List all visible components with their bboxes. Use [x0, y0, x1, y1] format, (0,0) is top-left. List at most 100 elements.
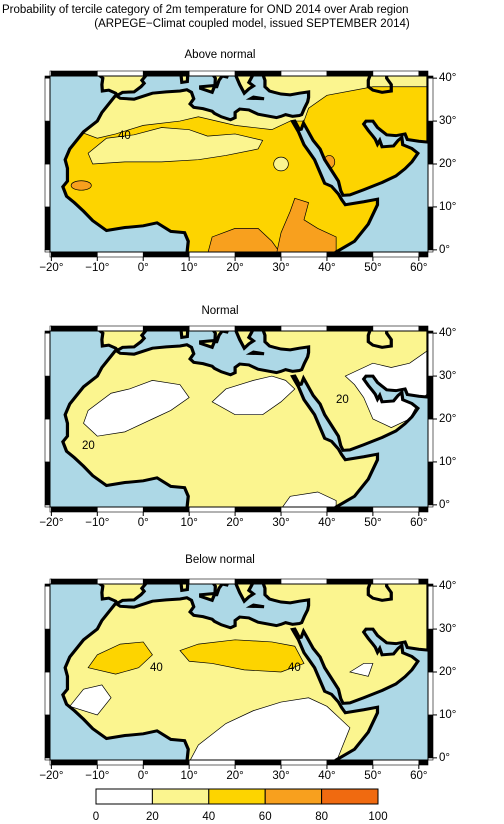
title: Probability of tercile category of 2m te… [2, 4, 409, 16]
frame-seg [427, 120, 434, 165]
frame-seg [44, 249, 51, 253]
frame-seg [234, 759, 282, 766]
frame-seg [372, 578, 420, 585]
x-tick-label: −20° [39, 517, 63, 529]
frame-seg [44, 757, 51, 761]
frame-seg [280, 70, 328, 77]
frame-seg [280, 759, 328, 766]
frame-seg [427, 75, 434, 79]
frame-seg [418, 325, 429, 332]
y-tick-label: 10° [439, 709, 456, 721]
frame-seg [97, 325, 144, 332]
frame-seg [51, 506, 98, 513]
frame-seg [142, 759, 190, 766]
frame-seg [188, 578, 236, 585]
colorbar-swatch [208, 788, 266, 805]
frame-seg [234, 506, 282, 513]
frame [49, 583, 429, 761]
y-tick-label: 0° [439, 499, 450, 511]
x-tick-label: 60° [410, 517, 427, 529]
x-tick-label: 50° [364, 262, 381, 274]
x-tick-label: 0° [138, 517, 149, 529]
frame-seg [142, 251, 190, 258]
frame [49, 330, 429, 508]
x-tick-label: 30° [272, 770, 289, 782]
y-tick-label: 40° [439, 72, 456, 84]
frame-seg [427, 504, 434, 508]
panel: Above normal 40 −20° −10° 0° 10° 20° 30° 40° 50… [39, 49, 456, 274]
frame-seg [44, 714, 51, 759]
frame-seg [44, 375, 51, 420]
frame [49, 75, 429, 253]
panel-title: Above normal [185, 49, 256, 61]
frame-seg [427, 249, 434, 253]
frame-seg [97, 70, 144, 77]
frame-seg [97, 759, 144, 766]
y-tick-label: 30° [439, 623, 456, 635]
y-tick-label: 0° [439, 244, 450, 256]
panel-title: Below normal [185, 554, 255, 566]
y-tick-label: 20° [439, 666, 456, 678]
frame-seg [51, 325, 98, 332]
frame-seg [97, 506, 144, 513]
frame-seg [44, 332, 51, 377]
y-tick-label: 20° [439, 158, 456, 170]
y-tick-label: 30° [439, 115, 456, 127]
frame-seg [44, 77, 51, 122]
frame-seg [418, 506, 429, 513]
frame-seg [326, 325, 374, 332]
frame-seg [51, 70, 98, 77]
frame-seg [427, 757, 434, 761]
frame-seg [234, 251, 282, 258]
x-tick-label: 60° [410, 770, 427, 782]
frame-seg [372, 506, 420, 513]
x-tick-label: 30° [272, 262, 289, 274]
frame-seg [142, 506, 190, 513]
frame-seg [427, 163, 434, 208]
frame-seg [97, 578, 144, 585]
frame-seg [234, 70, 282, 77]
panel-title: Normal [201, 305, 238, 317]
frame-seg [44, 585, 51, 630]
colorbar-swatch [151, 788, 210, 805]
frame-seg [326, 70, 374, 77]
x-tick-label: 50° [364, 517, 381, 529]
frame-seg [234, 578, 282, 585]
frame-seg [418, 251, 429, 258]
frame-seg [44, 628, 51, 673]
x-tick-label: −20° [39, 262, 63, 274]
x-tick-label: 60° [410, 262, 427, 274]
colorbar-swatch [321, 788, 379, 805]
frame-seg [427, 461, 434, 506]
y-tick-label: 20° [439, 413, 456, 425]
frame-seg [51, 251, 98, 258]
frame-seg [97, 251, 144, 258]
frame-seg [326, 759, 374, 766]
frame-seg [188, 70, 236, 77]
frame-seg [44, 583, 51, 587]
frame-seg [44, 418, 51, 463]
x-tick-label: −10° [85, 517, 109, 529]
x-tick-label: −10° [85, 262, 109, 274]
contour-label: 40 [150, 662, 163, 674]
x-tick-label: 10° [180, 770, 197, 782]
colorbar-swatch [264, 788, 323, 805]
contour-label: 40 [118, 130, 131, 142]
frame-seg [372, 251, 420, 258]
x-tick-label: 40° [318, 517, 335, 529]
y-tick-label: 40° [439, 580, 456, 592]
x-tick-label: 50° [364, 770, 381, 782]
frame-seg [44, 330, 51, 334]
y-tick-label: 30° [439, 370, 456, 382]
x-tick-label: 20° [226, 517, 243, 529]
frame-seg [44, 504, 51, 508]
y-tick-label: 40° [439, 327, 456, 339]
x-tick-label: 10° [180, 262, 197, 274]
frame-seg [418, 70, 429, 77]
frame-seg [188, 506, 236, 513]
x-tick-label: −10° [85, 770, 109, 782]
frame-seg [188, 251, 236, 258]
contour-label: 40 [288, 662, 301, 674]
frame-seg [44, 461, 51, 506]
contour-label: 20 [82, 440, 95, 452]
